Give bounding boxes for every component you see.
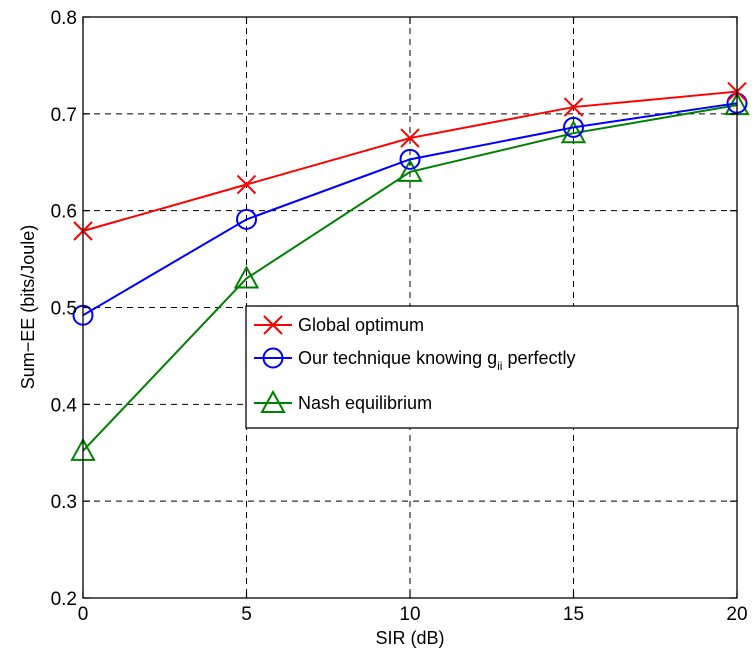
y-tick-label: 0.2 — [51, 589, 77, 610]
legend-item: Global optimum — [254, 315, 424, 335]
legend-label: Our technique knowing gii perfectly — [298, 348, 576, 373]
data-point — [560, 120, 587, 144]
x-axis-title: SIR (dB) — [375, 628, 444, 648]
marker-stroke — [263, 315, 283, 335]
series-line — [82, 104, 738, 452]
x-tick-label: 10 — [399, 604, 420, 625]
axis-ticks: 0 5 10 15 20 0.2 0.3 0.4 0.5 0.6 0.7 0.8 — [51, 8, 748, 625]
y-tick-label: 0.5 — [51, 299, 77, 320]
data-point — [563, 116, 584, 138]
marker-stroke — [236, 174, 257, 195]
marker-stroke — [400, 128, 420, 148]
x-tick-label: 5 — [241, 604, 252, 625]
data-point — [397, 158, 423, 182]
data-point — [563, 97, 584, 117]
series-2 — [70, 92, 750, 461]
data-point — [400, 128, 420, 148]
data-point — [233, 265, 260, 289]
series-line — [82, 102, 738, 317]
y-tick-label: 0.8 — [51, 8, 77, 29]
marker-stroke — [563, 97, 584, 117]
data-point — [236, 208, 257, 230]
legend-label: Nash equilibrium — [298, 393, 432, 413]
y-tick-label: 0.7 — [51, 105, 77, 126]
y-axis-title: Sum−EE (bits/Joule) — [18, 225, 38, 390]
legend: Global optimum Our technique knowing gii … — [245, 305, 739, 429]
legend-label: Global optimum — [298, 315, 424, 335]
y-tick-label: 0.4 — [51, 395, 78, 416]
x-tick-label: 0 — [78, 604, 89, 625]
legend-item: Our technique knowing gii perfectly — [254, 347, 576, 373]
data-point — [399, 148, 421, 170]
legend-marker — [260, 389, 286, 413]
legend-box — [245, 305, 739, 429]
legend-item: Nash equilibrium — [254, 389, 432, 413]
data-point — [236, 174, 257, 195]
legend-marker — [262, 347, 284, 369]
x-tick-label: 20 — [726, 604, 747, 625]
legend-marker — [263, 315, 283, 335]
x-tick-label: 15 — [563, 604, 584, 625]
y-tick-label: 0.6 — [51, 202, 77, 223]
y-tick-label: 0.3 — [51, 492, 77, 513]
